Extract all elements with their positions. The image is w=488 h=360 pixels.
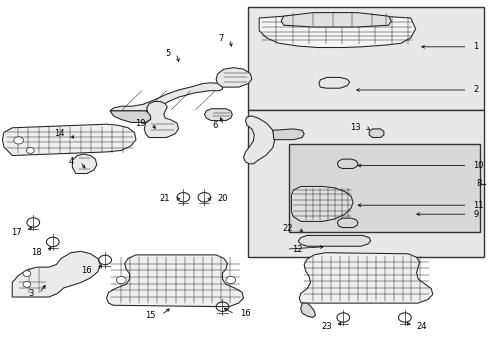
- Polygon shape: [272, 129, 304, 140]
- Text: 16: 16: [240, 309, 251, 318]
- Polygon shape: [300, 303, 315, 318]
- Polygon shape: [243, 116, 274, 164]
- Text: 3: 3: [28, 289, 33, 298]
- Circle shape: [26, 148, 34, 153]
- Text: 11: 11: [472, 201, 483, 210]
- Polygon shape: [337, 218, 357, 228]
- Text: 14: 14: [54, 129, 64, 138]
- Text: 4: 4: [69, 157, 74, 166]
- Bar: [289, 144, 479, 232]
- Polygon shape: [291, 186, 352, 221]
- Text: 7: 7: [218, 34, 224, 43]
- Text: 2: 2: [472, 85, 478, 94]
- Polygon shape: [106, 255, 243, 307]
- Circle shape: [225, 276, 235, 284]
- Text: 10: 10: [472, 161, 483, 170]
- Polygon shape: [72, 154, 97, 174]
- Text: 20: 20: [217, 194, 227, 203]
- Text: 1: 1: [472, 42, 478, 51]
- Text: 13: 13: [349, 123, 360, 132]
- Polygon shape: [12, 251, 100, 297]
- Bar: [248, 110, 483, 257]
- Polygon shape: [110, 83, 222, 111]
- Polygon shape: [204, 109, 232, 121]
- Text: 21: 21: [160, 194, 170, 203]
- Text: 18: 18: [31, 248, 41, 257]
- Polygon shape: [298, 235, 370, 246]
- Polygon shape: [259, 14, 415, 48]
- Bar: [248, 7, 483, 110]
- Circle shape: [14, 137, 23, 144]
- Polygon shape: [2, 124, 136, 156]
- Text: 24: 24: [416, 323, 426, 331]
- Circle shape: [23, 282, 31, 287]
- Text: 5: 5: [164, 49, 170, 58]
- Text: 12: 12: [292, 245, 302, 253]
- Text: 8: 8: [476, 179, 481, 188]
- Polygon shape: [110, 111, 150, 122]
- Polygon shape: [318, 77, 349, 88]
- Text: 9: 9: [472, 210, 478, 219]
- Circle shape: [116, 276, 126, 284]
- Text: 22: 22: [282, 224, 292, 233]
- Polygon shape: [368, 129, 383, 138]
- Text: 15: 15: [145, 310, 155, 320]
- Polygon shape: [144, 102, 178, 138]
- Text: 19: 19: [135, 118, 145, 127]
- Text: 16: 16: [81, 266, 92, 275]
- Text: 17: 17: [11, 228, 22, 237]
- Polygon shape: [337, 159, 357, 168]
- Text: 6: 6: [212, 121, 217, 130]
- Polygon shape: [281, 13, 390, 27]
- Text: 23: 23: [320, 323, 331, 331]
- Circle shape: [23, 271, 31, 276]
- Polygon shape: [299, 253, 432, 303]
- Polygon shape: [216, 68, 251, 87]
